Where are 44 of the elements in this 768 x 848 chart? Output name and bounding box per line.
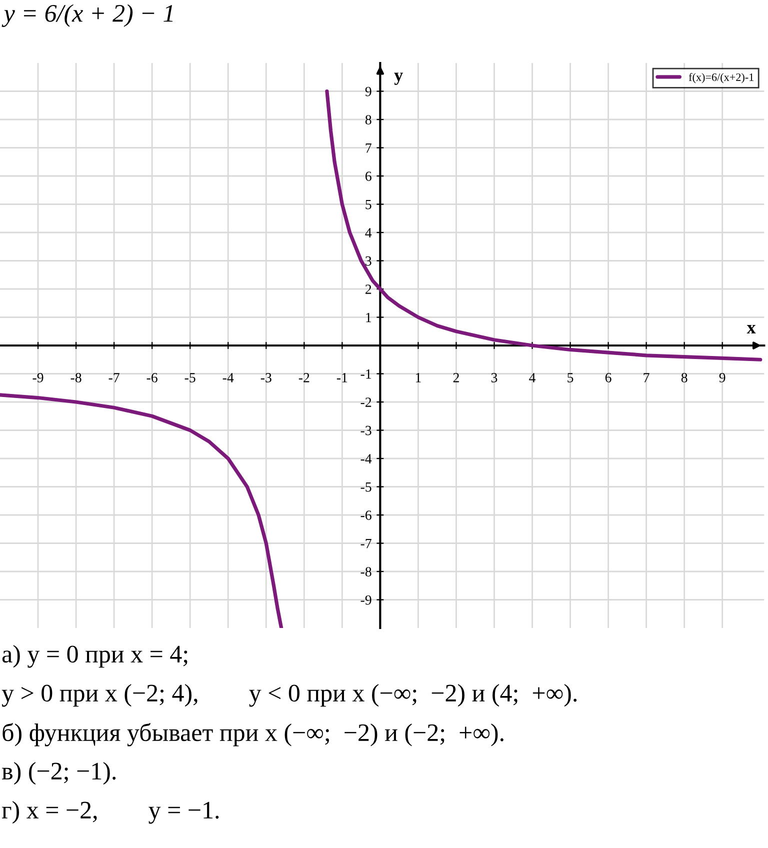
text: в) (−2; −1). — [2, 762, 116, 785]
x-tick-label: -6 — [146, 373, 158, 382]
y-tick-label: -2 — [360, 398, 372, 407]
x-tick-label: 4 — [529, 373, 536, 382]
y-tick-label: -7 — [360, 538, 372, 548]
x-tick-label: -9 — [32, 373, 44, 382]
chart-title: y = 6/(x + 2) − 1 — [2, 4, 173, 27]
x-tick-label: 9 — [719, 373, 726, 382]
y-axis-title: y — [394, 72, 403, 85]
x-tick-label: -1 — [336, 373, 348, 382]
y-tick-label: 7 — [366, 143, 372, 153]
y-tick-label: 2 — [366, 284, 372, 294]
y-tick-label: 1 — [366, 312, 372, 322]
y-tick-label: -8 — [360, 567, 372, 576]
x-tick-label: -4 — [222, 373, 234, 382]
text: а) y = 0 при x = 4; — [2, 645, 188, 668]
y-tick-label: -3 — [360, 426, 372, 436]
x-tick-label: -3 — [260, 373, 272, 382]
x-tick-label: 8 — [681, 372, 688, 382]
y-tick-label: -4 — [360, 454, 372, 464]
y-tick-label: -6 — [360, 510, 372, 520]
y-tick-label: -9 — [360, 595, 372, 605]
x-tick-label: -7 — [108, 373, 120, 382]
y-tick-label: 4 — [365, 228, 372, 238]
x-tick-label: 7 — [644, 373, 650, 382]
x-tick-label: -2 — [298, 373, 310, 382]
x-tick-label: -5 — [184, 373, 196, 382]
y-tick-label: 3 — [366, 256, 372, 266]
x-tick-label: 2 — [453, 373, 459, 382]
x-tick-label: -8 — [70, 372, 82, 382]
x-tick-label: 5 — [568, 373, 574, 382]
x-axis-title: x — [746, 325, 756, 334]
text: б) функция убывает при x (−∞; −2) и (−2; +∞). — [2, 723, 504, 746]
y-tick-label: 5 — [366, 200, 372, 210]
text: г) x = −2, y = −1. — [2, 801, 219, 824]
legend-label: f(x)=6/(x+2)-1 — [688, 73, 754, 84]
y-tick-label: 6 — [366, 172, 372, 181]
y-tick-label: 9 — [365, 86, 372, 96]
x-tick-label: 1 — [416, 373, 421, 382]
y-tick-label: 8 — [365, 115, 372, 124]
text: y > 0 при x (−2; 4), y < 0 при x (−∞; −2) и (4; +∞). — [2, 684, 577, 707]
y-tick-label: -5 — [360, 482, 372, 492]
x-tick-label: 3 — [491, 373, 498, 382]
x-tick-label: 6 — [605, 373, 612, 382]
